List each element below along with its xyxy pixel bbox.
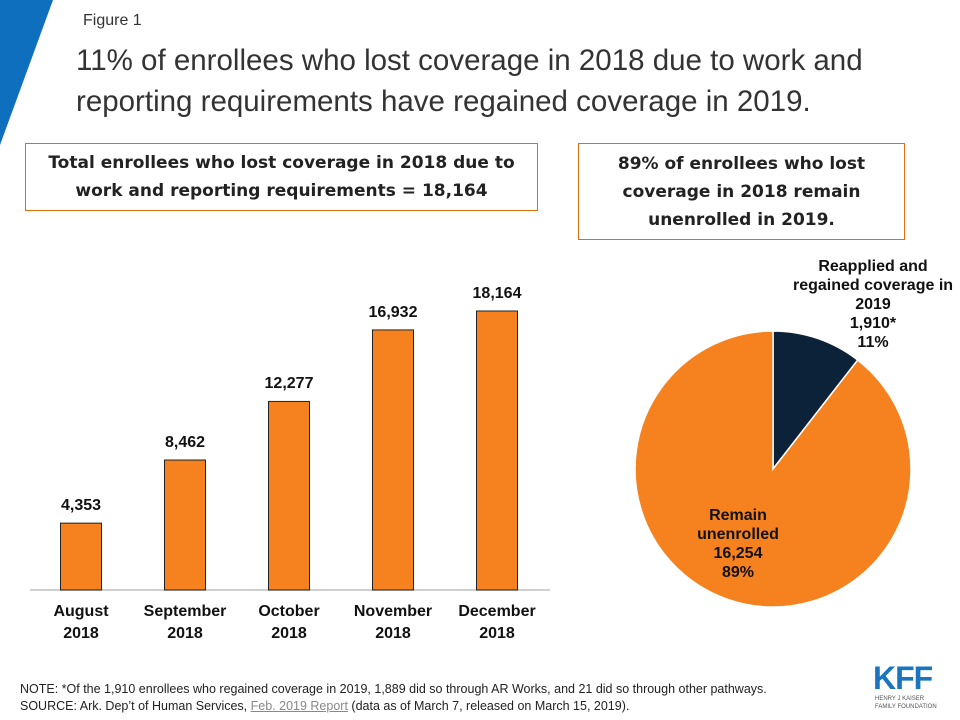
x-tick-label: September 2018	[143, 603, 227, 642]
bar-chart-title: Total enrollees who lost coverage in 201…	[25, 143, 538, 211]
data-label: 16,932	[368, 303, 418, 321]
logo-mark: KFF	[873, 660, 933, 696]
logo-line: FAMILY FOUNDATION	[875, 704, 937, 710]
category: Remain unenrolled	[697, 507, 779, 543]
share-label: 11%	[857, 334, 889, 351]
x-tick-label: October 2018	[258, 603, 320, 642]
slide-title: 11% of enrollees who lost coverage in 20…	[76, 44, 863, 118]
data-label: 8,462	[164, 434, 206, 452]
corner-accent	[0, 0, 53, 145]
note: NOTE: *Of the 1,910 enrollees who regain…	[20, 682, 767, 696]
source-suffix: (data as of March 7, released on March 1…	[351, 699, 630, 713]
pie-slice	[772, 330, 859, 472]
data-label: 18,164	[472, 285, 522, 302]
bar	[476, 310, 518, 591]
source: SOURCE: Ark. Dep’t of Human Services, Fe…	[20, 699, 629, 713]
source-link[interactable]: Feb. 2019 Report	[250, 699, 348, 713]
bar	[164, 459, 206, 591]
figure-label: Figure 1	[83, 12, 142, 29]
x-tick-label: November 2018	[353, 603, 433, 642]
value-label: 16,254	[713, 545, 763, 562]
category: Reapplied and regained coverage in 2019	[792, 258, 954, 313]
bar	[372, 329, 414, 591]
pie-chart-title: 89% of enrollees who lost coverage in 20…	[578, 143, 905, 240]
data-label: 4,353	[60, 497, 102, 515]
x-tick-label: December 2018	[458, 603, 536, 642]
pie-slice	[634, 330, 912, 608]
source-prefix: SOURCE: Ark. Dep’t of Human Services,	[20, 699, 248, 713]
slice-label: Remain unenrolled 16,254 89%	[668, 506, 808, 582]
slice-label: Reapplied and regained coverage in 2019 1…	[783, 257, 960, 352]
data-label: 12,277	[264, 375, 314, 393]
logo-line: HENRY J KAISER	[875, 696, 925, 702]
share-label: 89%	[721, 564, 755, 581]
value-label: 1,910*	[849, 315, 897, 332]
bar	[268, 400, 310, 591]
x-tick-label: August 2018	[53, 603, 109, 642]
bar	[60, 522, 102, 591]
